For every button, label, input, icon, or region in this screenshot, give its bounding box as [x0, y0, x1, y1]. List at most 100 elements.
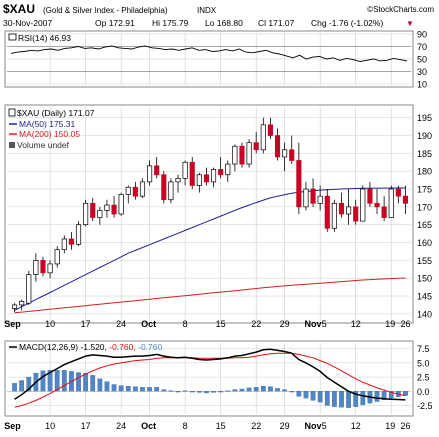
macd-histogram-bar — [282, 389, 287, 392]
ma50-line — [14, 187, 406, 311]
macd-histogram-bar — [260, 386, 266, 392]
x-tick-label: 19 — [385, 421, 395, 431]
macd-histogram-bar — [268, 386, 273, 392]
macd-histogram-bar — [168, 390, 174, 392]
x-tick-label: Sep — [4, 421, 21, 431]
ma50-label: MA(50) 175.31 — [19, 119, 75, 129]
macd-histogram-bar — [339, 391, 344, 408]
rsi-label: RSI(14) 46.93 — [18, 33, 71, 43]
candle — [303, 188, 309, 208]
candle — [360, 188, 366, 222]
candle — [203, 174, 209, 183]
x-tick-label: 12 — [351, 319, 361, 329]
macd-histogram-bar — [147, 387, 152, 392]
macd-histogram-bar — [133, 386, 138, 392]
y-tick-label: 140 — [417, 309, 432, 319]
candle — [47, 263, 53, 274]
x-tick-label: Oct — [141, 319, 156, 329]
x-tick-label: 17 — [81, 421, 91, 431]
macd-histogram-bar — [54, 370, 60, 392]
header-brand: ©StockCharts.com — [367, 5, 434, 14]
y-tick-label: 165 — [417, 220, 432, 230]
macd-histogram-bar — [182, 390, 188, 392]
x-tick-label: 26 — [400, 421, 410, 431]
header-change-marker: ▼ — [406, 19, 414, 28]
candle — [232, 145, 238, 165]
candle — [104, 204, 110, 211]
candle — [175, 177, 181, 183]
x-tick-label: Oct — [141, 421, 156, 431]
candle — [211, 169, 217, 183]
macd-histogram-bar — [104, 381, 110, 392]
candle — [225, 163, 231, 176]
macd-histogram-bar — [97, 378, 103, 392]
candle — [289, 149, 295, 161]
macd-label-hist: -0.760 — [138, 342, 162, 352]
macd-histogram-bar — [303, 391, 309, 399]
price-panel — [4, 104, 414, 324]
x-tick-label: 22 — [251, 319, 261, 329]
y-tick-label: 5.0 — [417, 358, 430, 368]
x-tick-label: 29 — [280, 319, 290, 329]
macd-histogram-bar — [40, 370, 46, 392]
x-tick-label: 5 — [322, 421, 327, 431]
macd-histogram-bar — [204, 391, 209, 394]
macd-histogram-bar — [47, 370, 53, 392]
y-tick-label: 0.0 — [417, 387, 430, 397]
y-tick-label: 70 — [417, 42, 427, 52]
y-tick-label: 190 — [417, 131, 432, 141]
macd-histogram-bar — [275, 388, 280, 392]
macd-histogram-bar — [353, 391, 359, 407]
y-tick-label: 10 — [417, 80, 427, 90]
macd-line — [14, 348, 406, 401]
header-change: Chg -1.76 (-1.02%) — [311, 18, 383, 28]
candle — [353, 206, 359, 222]
candle — [282, 149, 288, 158]
candle — [218, 169, 224, 176]
candle — [310, 188, 316, 204]
y-tick-label: 160 — [417, 238, 432, 248]
macd-label: MACD(12,26,9) -1.520, -0.760, -0.760 — [19, 342, 162, 352]
y-tick-label: 180 — [417, 167, 432, 177]
x-tick-label: Nov — [305, 421, 322, 431]
y-tick-label: 2.5 — [417, 373, 430, 383]
macd-histogram-bar — [154, 387, 160, 392]
price-legend-swatch — [8, 108, 16, 117]
x-tick-label: 5 — [322, 319, 327, 329]
candle — [374, 202, 380, 208]
rsi-legend-swatch — [8, 33, 17, 41]
macd-histogram-bar — [125, 386, 131, 392]
candle — [33, 260, 39, 275]
candle — [111, 204, 117, 215]
header-symbol: $XAU — [3, 2, 35, 16]
macd-histogram-bar — [19, 380, 25, 392]
candle — [346, 206, 352, 215]
volume-label: Volume undef — [17, 140, 70, 150]
candle — [388, 188, 394, 218]
y-tick-label: 155 — [417, 256, 432, 266]
candle — [90, 202, 96, 218]
y-tick-label: 50 — [417, 55, 427, 65]
candle — [97, 210, 103, 218]
macd-histogram-bar — [332, 391, 337, 407]
header-high: Hi 175.79 — [152, 18, 189, 28]
macd-histogram-bar — [189, 391, 195, 393]
macd-histogram-bar — [296, 391, 302, 397]
candle — [239, 145, 245, 165]
x-tick-label: Nov — [305, 319, 322, 329]
candle — [189, 161, 195, 186]
x-tick-label: 26 — [400, 319, 410, 329]
ma200-line — [14, 277, 406, 314]
macd-histogram-bar — [317, 391, 323, 403]
candle — [147, 165, 153, 183]
macd-histogram-bar — [218, 391, 224, 393]
candle — [324, 195, 330, 229]
header-date: 30-Nov-2007 — [3, 18, 52, 28]
macd-signal-line — [14, 352, 406, 408]
x-tick-label: 10 — [45, 421, 55, 431]
macd-histogram-bar — [324, 391, 330, 406]
x-tick-label: 8 — [183, 319, 188, 329]
header-low: Lo 168.80 — [205, 18, 243, 28]
macd-histogram-bar — [12, 383, 17, 392]
y-tick-label: 175 — [417, 185, 432, 195]
